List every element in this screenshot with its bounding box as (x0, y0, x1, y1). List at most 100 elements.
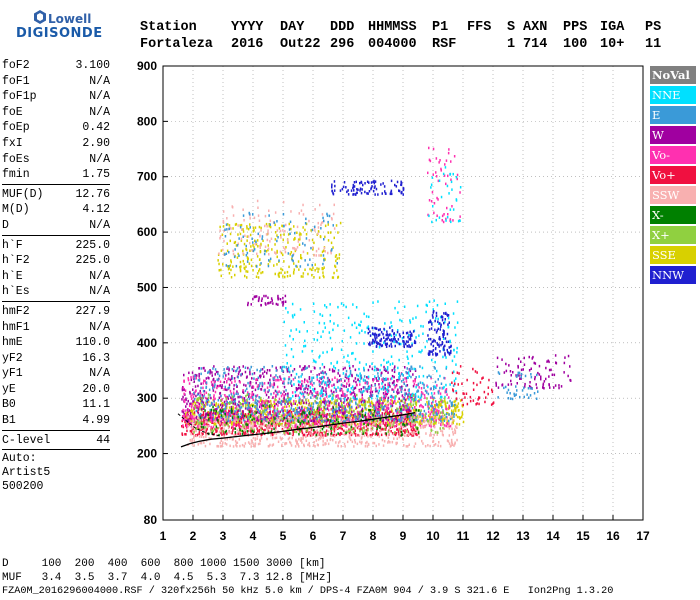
echo-point (366, 440, 368, 444)
echo-point (355, 402, 357, 406)
echo-point (242, 404, 244, 408)
echo-point (299, 391, 301, 395)
echo-point (222, 441, 224, 444)
echo-point (394, 395, 396, 399)
echo-point (257, 442, 260, 446)
echo-point (303, 368, 305, 371)
echo-point (226, 395, 229, 399)
echo-point (252, 415, 254, 418)
echo-point (282, 409, 284, 412)
echo-point (233, 365, 235, 369)
echo-point (280, 394, 283, 398)
echo-point (362, 409, 364, 413)
echo-point (397, 423, 400, 426)
echo-point (256, 434, 259, 438)
echo-point (383, 440, 386, 443)
echo-point (346, 418, 348, 421)
echo-point (391, 381, 394, 385)
echo-point (285, 413, 287, 416)
echo-point (435, 411, 438, 415)
echo-point (369, 404, 372, 408)
echo-point (348, 414, 350, 418)
echo-point (322, 398, 325, 401)
echo-point (397, 400, 399, 403)
echo-point (389, 333, 391, 336)
echo-point (395, 340, 397, 343)
echo-point (409, 418, 411, 422)
echo-point (335, 441, 337, 444)
echo-point (318, 405, 320, 409)
echo-point (308, 412, 310, 415)
echo-point (388, 412, 391, 415)
echo-point (411, 418, 413, 422)
echo-point (419, 365, 421, 368)
echo-point (253, 428, 255, 431)
echo-point (333, 390, 335, 394)
echo-point (444, 402, 446, 406)
echo-point (190, 395, 192, 398)
echo-point (453, 348, 455, 352)
echo-point (382, 428, 384, 431)
echo-point (321, 420, 323, 423)
echo-point (206, 397, 208, 401)
echo-point (385, 377, 387, 380)
echo-point (289, 419, 292, 423)
echo-point (222, 410, 225, 414)
echo-point (387, 336, 389, 339)
echo-point (410, 413, 413, 417)
echo-point (328, 430, 330, 433)
echo-point (426, 375, 428, 379)
echo-point (297, 406, 299, 410)
echo-point (443, 419, 446, 422)
echo-point (185, 424, 187, 427)
echo-point (406, 393, 409, 396)
echo-point (372, 350, 374, 353)
echo-point (231, 407, 234, 411)
echo-point (358, 417, 360, 421)
echo-point (224, 423, 226, 427)
echo-point (442, 337, 445, 340)
echo-point (457, 402, 460, 405)
echo-point (203, 423, 205, 426)
echo-point (240, 429, 243, 432)
echo-point (343, 433, 345, 436)
echo-point (394, 397, 396, 400)
echo-point (387, 406, 389, 410)
echo-point (184, 409, 186, 412)
echo-point (311, 411, 313, 414)
echo-point (260, 417, 262, 421)
echo-point (432, 398, 434, 401)
echo-point (377, 405, 380, 408)
echo-point (256, 407, 258, 410)
echo-point (329, 438, 332, 442)
echo-point (367, 412, 370, 415)
echo-point (211, 427, 214, 430)
echo-point (329, 320, 331, 323)
echo-point (376, 429, 378, 432)
echo-point (210, 411, 212, 414)
echo-point (321, 376, 323, 379)
echo-point (202, 386, 204, 390)
echo-point (302, 384, 304, 388)
echo-point (273, 377, 275, 381)
echo-point (358, 434, 361, 437)
echo-point (314, 395, 316, 398)
echo-point (416, 390, 418, 393)
echo-point (315, 413, 317, 416)
echo-point (387, 418, 390, 422)
echo-point (228, 402, 230, 405)
echo-point (362, 386, 365, 389)
echo-point (240, 416, 243, 420)
echo-point (436, 417, 438, 420)
echo-point (414, 369, 417, 372)
echo-point (181, 433, 184, 436)
echo-point (319, 377, 321, 380)
echo-point (352, 365, 354, 368)
echo-point (385, 426, 387, 429)
echo-point (418, 400, 420, 403)
echo-point (208, 388, 211, 392)
echo-point (398, 419, 401, 422)
echo-point (384, 424, 386, 427)
echo-point (414, 428, 417, 431)
echo-point (324, 404, 327, 407)
